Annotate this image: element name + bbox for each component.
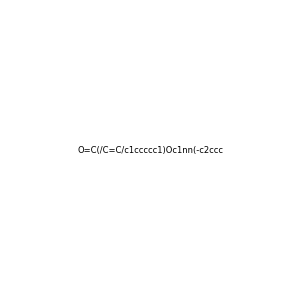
Text: O=C(/C=C/c1ccccc1)Oc1nn(-c2ccc: O=C(/C=C/c1ccccc1)Oc1nn(-c2ccc: [77, 146, 223, 154]
